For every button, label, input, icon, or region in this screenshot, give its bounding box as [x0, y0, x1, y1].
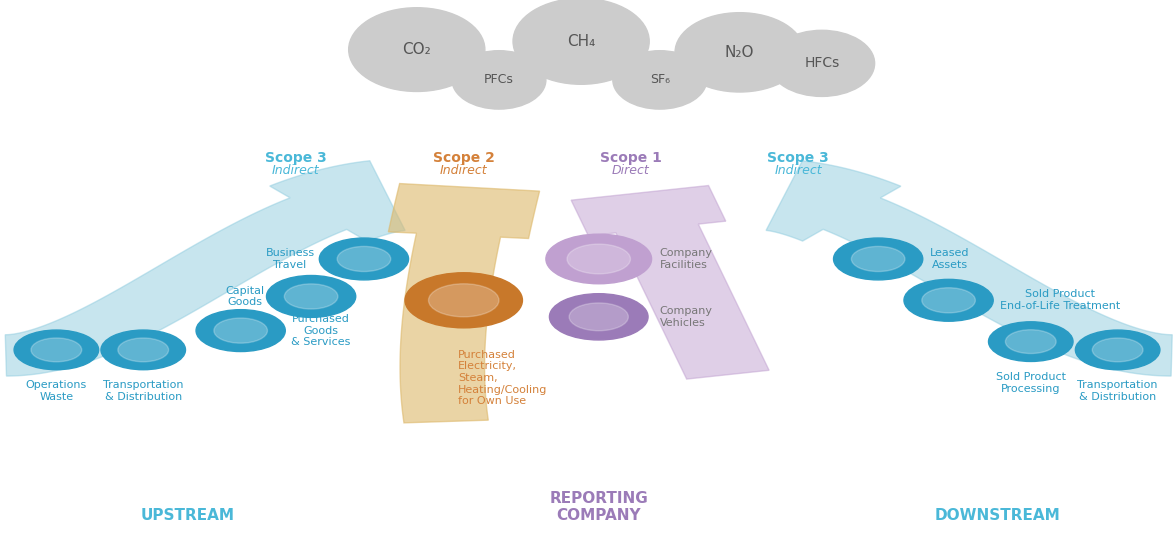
Text: REPORTING
COMPANY: REPORTING COMPANY — [549, 491, 648, 523]
Text: Indirect: Indirect — [440, 164, 487, 177]
Text: N₂O: N₂O — [724, 45, 755, 60]
Ellipse shape — [513, 0, 649, 84]
Text: SF₆: SF₆ — [649, 73, 670, 87]
Circle shape — [284, 284, 338, 309]
Polygon shape — [767, 161, 1172, 376]
Circle shape — [319, 238, 409, 280]
Text: Capital
Goods: Capital Goods — [225, 285, 264, 307]
Text: UPSTREAM: UPSTREAM — [141, 509, 235, 523]
Text: Scope 3: Scope 3 — [265, 151, 326, 165]
Circle shape — [904, 279, 993, 321]
Text: Scope 1: Scope 1 — [600, 151, 661, 165]
Text: Indirect: Indirect — [775, 164, 822, 177]
Circle shape — [569, 303, 628, 331]
Circle shape — [989, 322, 1073, 361]
Circle shape — [337, 246, 391, 272]
Ellipse shape — [452, 51, 546, 109]
Text: Purchased
Goods
& Services: Purchased Goods & Services — [291, 314, 351, 347]
Text: CO₂: CO₂ — [403, 42, 431, 57]
Circle shape — [546, 234, 652, 284]
Polygon shape — [5, 161, 405, 376]
Ellipse shape — [349, 8, 485, 91]
Circle shape — [922, 288, 976, 313]
Text: Scope 2: Scope 2 — [433, 151, 494, 165]
Polygon shape — [571, 186, 769, 379]
Circle shape — [405, 273, 522, 328]
Text: Transportation
& Distribution: Transportation & Distribution — [103, 380, 183, 402]
Text: CH₄: CH₄ — [567, 34, 595, 49]
Ellipse shape — [675, 13, 804, 92]
Text: Transportation
& Distribution: Transportation & Distribution — [1078, 380, 1158, 402]
Text: Leased
Assets: Leased Assets — [930, 248, 970, 270]
Circle shape — [567, 244, 630, 274]
Circle shape — [117, 338, 169, 362]
Text: Sold Product
End-of-Life Treatment: Sold Product End-of-Life Treatment — [1000, 289, 1120, 311]
Text: Indirect: Indirect — [272, 164, 319, 177]
Text: DOWNSTREAM: DOWNSTREAM — [935, 509, 1061, 523]
Circle shape — [101, 330, 185, 370]
Circle shape — [266, 276, 356, 317]
Circle shape — [549, 294, 648, 340]
Circle shape — [196, 310, 285, 352]
Circle shape — [429, 284, 499, 317]
Text: Direct: Direct — [612, 164, 649, 177]
Text: Business
Travel: Business Travel — [265, 248, 315, 270]
Circle shape — [834, 238, 923, 280]
Circle shape — [1092, 338, 1143, 362]
Circle shape — [1075, 330, 1160, 370]
Text: Purchased
Electricity,
Steam,
Heating/Cooling
for Own Use: Purchased Electricity, Steam, Heating/Co… — [458, 350, 547, 406]
Circle shape — [214, 318, 268, 343]
Text: Operations
Waste: Operations Waste — [26, 380, 87, 402]
Text: HFCs: HFCs — [804, 56, 839, 71]
Circle shape — [14, 330, 99, 370]
Circle shape — [31, 338, 82, 362]
Ellipse shape — [613, 51, 707, 109]
Text: Scope 3: Scope 3 — [768, 151, 829, 165]
Ellipse shape — [769, 30, 875, 96]
Circle shape — [851, 246, 905, 272]
Text: Company
Vehicles: Company Vehicles — [660, 306, 713, 328]
Polygon shape — [389, 183, 540, 423]
Text: PFCs: PFCs — [484, 73, 514, 87]
Text: Sold Product
Processing: Sold Product Processing — [996, 372, 1066, 393]
Circle shape — [1005, 329, 1057, 354]
Text: Company
Facilities: Company Facilities — [660, 248, 713, 270]
